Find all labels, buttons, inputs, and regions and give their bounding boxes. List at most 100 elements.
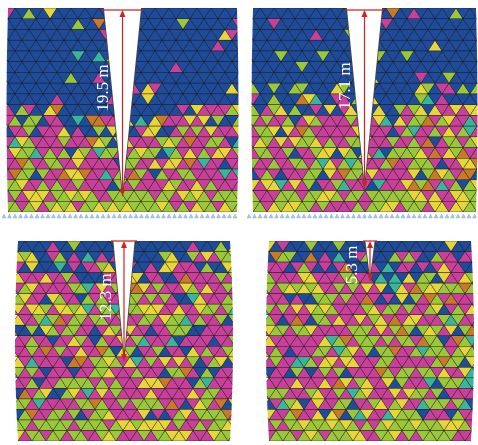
- mesh-element: [251, 8, 254, 19]
- support-icon: [268, 213, 274, 219]
- mesh-element: [6, 8, 9, 19]
- panel-bottom-left: 12.3 m: [0, 223, 239, 445]
- mesh-element: [231, 104, 239, 116]
- mesh-panel-2: 17.1 m: [246, 7, 478, 219]
- support-icon: [472, 213, 477, 219]
- support-icon: [290, 213, 296, 219]
- mesh-element: [251, 29, 254, 41]
- support-icon: [183, 213, 188, 219]
- support-icon: [45, 213, 51, 219]
- mesh-element: [464, 335, 474, 347]
- mesh-element: [227, 293, 233, 305]
- mesh-element: [112, 18, 128, 30]
- mesh-element: [471, 409, 474, 421]
- mesh-element: [251, 50, 254, 62]
- mesh-element: [231, 125, 239, 138]
- mesh-element: [231, 147, 239, 159]
- mesh-element: [112, 61, 128, 73]
- mesh-element: [6, 200, 9, 212]
- support-icon: [422, 213, 428, 219]
- support-icon: [312, 213, 318, 219]
- mesh-element: [231, 18, 239, 30]
- support-icon: [411, 213, 417, 219]
- support-icon: [318, 213, 323, 219]
- mesh-element: [251, 114, 254, 127]
- support-icon: [466, 213, 472, 219]
- mesh-element: [471, 251, 474, 263]
- support-icon: [329, 213, 334, 219]
- mesh-element: [464, 377, 474, 389]
- mesh-element: [15, 430, 19, 441]
- support-icon: [12, 213, 18, 219]
- support-icon: [133, 213, 139, 219]
- support-icon: [199, 213, 205, 219]
- support-icon: [172, 213, 177, 219]
- support-icon: [78, 213, 84, 219]
- support-icon: [450, 213, 455, 219]
- mesh-element: [112, 50, 128, 63]
- arrowhead-icon: [361, 10, 368, 17]
- mesh-element: [227, 345, 233, 358]
- mesh-element: [6, 29, 9, 41]
- support-icon: [40, 213, 45, 219]
- support-icon: [144, 213, 150, 219]
- mesh-element: [227, 303, 233, 315]
- mesh-element: [15, 241, 19, 252]
- panel-top-left: 19.5 m: [0, 0, 239, 222]
- mesh-element: [126, 18, 142, 30]
- support-icon: [227, 213, 232, 219]
- mesh-element: [231, 200, 239, 212]
- support-icon: [389, 213, 395, 219]
- support-icon: [89, 213, 95, 219]
- mesh-element: [266, 261, 270, 273]
- support-icon: [23, 213, 29, 219]
- mesh-element: [15, 408, 19, 421]
- support-icon: [150, 213, 155, 219]
- arrowhead-icon: [119, 10, 126, 17]
- support-icon: [384, 213, 389, 219]
- mesh-element: [251, 71, 254, 84]
- support-icon: [362, 213, 367, 219]
- support-icon: [73, 213, 78, 219]
- panel-bottom-right: 5.3 m: [239, 223, 478, 445]
- mesh-element: [251, 157, 254, 170]
- mesh-element: [251, 179, 254, 191]
- mesh-element: [105, 39, 121, 52]
- support-icon: [205, 213, 210, 219]
- mesh-element: [105, 29, 121, 41]
- mesh-element: [6, 50, 9, 62]
- support-icon: [166, 213, 172, 219]
- support-icon: [117, 213, 122, 219]
- mesh-element: [364, 18, 380, 30]
- mesh-element: [364, 39, 380, 52]
- support-icon: [177, 213, 183, 219]
- support-icon: [340, 213, 345, 219]
- mesh-element: [469, 72, 478, 84]
- mesh-element: [471, 272, 474, 284]
- mesh-element: [227, 377, 233, 389]
- support-icon: [323, 213, 329, 219]
- support-icon: [367, 213, 373, 219]
- mesh-element: [227, 356, 233, 368]
- mesh-element: [112, 39, 128, 52]
- support-icon: [100, 213, 106, 219]
- support-icon: [7, 213, 12, 219]
- support-icon: [155, 213, 161, 219]
- mesh-element: [231, 168, 239, 181]
- support-icon: [62, 213, 67, 219]
- mesh-element: [112, 82, 128, 95]
- support-icon: [128, 213, 133, 219]
- mesh-element: [227, 282, 233, 294]
- mesh-element: [464, 293, 474, 305]
- mesh-element: [231, 179, 239, 191]
- support-icon: [334, 213, 340, 219]
- arrowhead-icon: [361, 181, 368, 188]
- support-icon: [263, 213, 268, 219]
- mesh-element: [350, 29, 366, 41]
- mesh-element: [251, 93, 254, 105]
- support-icon: [400, 213, 406, 219]
- crack-depth-label: 5.3 m: [342, 246, 361, 285]
- mesh-element: [471, 241, 474, 252]
- mesh-element: [471, 419, 474, 431]
- support-icon: [84, 213, 89, 219]
